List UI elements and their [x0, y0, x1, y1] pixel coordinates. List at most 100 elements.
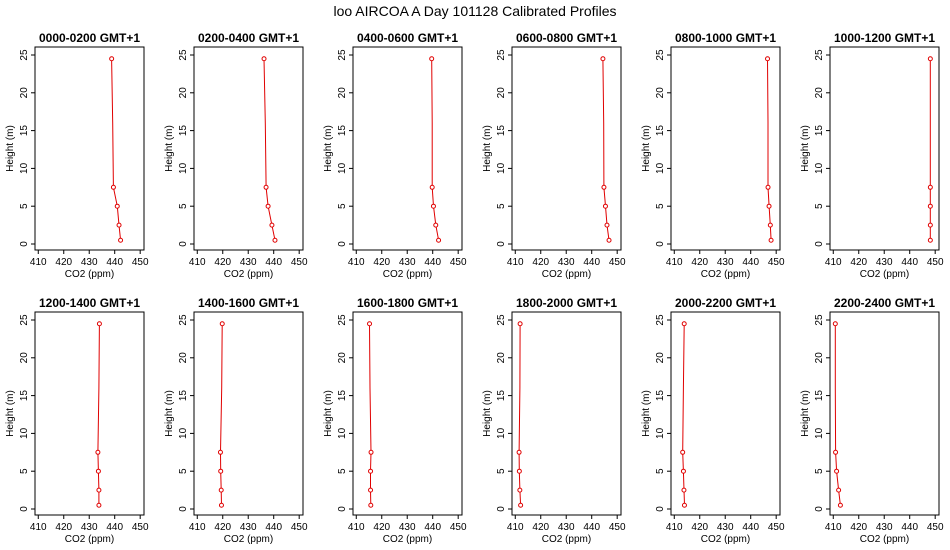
y-tick-label: 5: [655, 468, 666, 474]
panel-5: 0800-1000 GMT+1 410 420 430 440 450 CO2 (ppm) 0…: [641, 31, 785, 280]
data-point: [606, 237, 612, 243]
y-tick-label: 10: [19, 427, 30, 439]
data-point: [218, 502, 224, 508]
x-tick-label: 410: [666, 522, 683, 533]
panel-title: 2000-2200 GMT+1: [675, 296, 776, 310]
profile-line: [97, 323, 100, 506]
x-tick-label: 410: [30, 257, 47, 268]
y-tick-label: 0: [337, 241, 348, 247]
y-axis-label: Height (m): [5, 390, 16, 437]
data-point: [269, 222, 275, 228]
y-tick-label: 0: [19, 506, 30, 512]
x-tick-label: 410: [348, 522, 365, 533]
panel-title: 0200-0400 GMT+1: [198, 31, 299, 45]
panel-title: 1600-1800 GMT+1: [357, 296, 458, 310]
x-axis-label: CO2 (ppm): [542, 534, 591, 545]
x-tick-label: 430: [876, 522, 893, 533]
panel-10: 1800-2000 GMT+1 410 420 430 440 450 CO2 (ppm) 0…: [482, 296, 626, 545]
x-tick-label: 420: [214, 257, 231, 268]
x-tick-label: 430: [558, 257, 575, 268]
y-tick-label: 0: [496, 241, 507, 247]
y-tick-label: 15: [814, 125, 825, 137]
x-tick-label: 450: [450, 257, 467, 268]
x-tick-label: 440: [265, 257, 282, 268]
y-tick-label: 15: [496, 125, 507, 137]
panel-title: 1800-2000 GMT+1: [516, 296, 617, 310]
x-tick-label: 440: [742, 257, 759, 268]
x-tick-label: 420: [850, 522, 867, 533]
data-point: [681, 321, 687, 327]
y-tick-label: 15: [337, 390, 348, 402]
y-tick-label: 0: [655, 241, 666, 247]
profile-line: [431, 58, 440, 241]
y-tick-label: 5: [655, 203, 666, 209]
panel-7: 1200-1400 GMT+1 410 420 430 440 450 CO2 (ppm) 0…: [5, 296, 149, 545]
data-point: [368, 487, 374, 493]
y-tick-label: 20: [496, 352, 507, 364]
data-point: [833, 449, 839, 455]
y-tick-label: 5: [814, 468, 825, 474]
x-tick-label: 450: [609, 522, 626, 533]
y-tick-label: 10: [655, 427, 666, 439]
data-point: [836, 487, 842, 493]
data-point: [429, 184, 435, 190]
x-tick-label: 410: [825, 257, 842, 268]
data-point: [219, 321, 225, 327]
x-tick-label: 440: [424, 257, 441, 268]
x-tick-label: 410: [507, 522, 524, 533]
x-tick-label: 450: [291, 257, 308, 268]
y-tick-label: 15: [178, 125, 189, 137]
y-tick-label: 0: [655, 506, 666, 512]
y-axis-label: Height (m): [800, 390, 811, 437]
data-point: [367, 321, 373, 327]
panel-9: 1600-1800 GMT+1 410 420 430 440 450 CO2 (ppm) 0…: [323, 296, 467, 545]
y-tick-label: 10: [178, 162, 189, 174]
x-tick-label: 420: [532, 522, 549, 533]
x-tick-label: 450: [450, 522, 467, 533]
y-tick-label: 20: [178, 87, 189, 99]
profile-line: [369, 323, 372, 506]
y-tick-label: 25: [19, 49, 30, 61]
x-tick-label: 440: [901, 257, 918, 268]
y-tick-label: 10: [814, 427, 825, 439]
y-tick-label: 25: [814, 314, 825, 326]
x-tick-label: 420: [691, 257, 708, 268]
y-tick-label: 5: [337, 468, 348, 474]
y-tick-label: 0: [337, 506, 348, 512]
data-point: [765, 56, 771, 62]
x-tick-label: 450: [768, 257, 785, 268]
y-axis-label: Height (m): [5, 125, 16, 172]
x-axis-label: CO2 (ppm): [701, 269, 750, 280]
x-tick-label: 410: [666, 257, 683, 268]
panel-title: 0400-0600 GMT+1: [357, 31, 458, 45]
x-tick-label: 450: [132, 257, 149, 268]
x-axis-label: CO2 (ppm): [860, 269, 909, 280]
y-tick-label: 0: [19, 241, 30, 247]
x-axis-label: CO2 (ppm): [383, 534, 432, 545]
x-tick-label: 430: [240, 522, 257, 533]
x-axis-label: CO2 (ppm): [860, 534, 909, 545]
x-axis-label: CO2 (ppm): [542, 269, 591, 280]
y-tick-label: 20: [19, 352, 30, 364]
y-tick-label: 5: [337, 203, 348, 209]
data-point: [927, 203, 933, 209]
x-tick-label: 430: [240, 257, 257, 268]
x-tick-label: 440: [106, 522, 123, 533]
data-point: [265, 203, 271, 209]
panel-title: 1200-1400 GMT+1: [39, 296, 140, 310]
data-point: [116, 222, 122, 228]
data-point: [114, 203, 120, 209]
y-axis-label: Height (m): [323, 390, 334, 437]
x-tick-label: 410: [507, 257, 524, 268]
data-point: [261, 56, 267, 62]
panel-8: 1400-1600 GMT+1 410 420 430 440 450 CO2 (ppm) 0…: [164, 296, 308, 545]
figure-title: loo AIRCOA A Day 101128 Calibrated Profi…: [333, 3, 616, 19]
x-tick-label: 410: [348, 257, 365, 268]
data-point: [96, 321, 102, 327]
y-tick-label: 0: [496, 506, 507, 512]
data-point: [96, 487, 102, 493]
y-tick-label: 0: [178, 506, 189, 512]
x-tick-label: 450: [927, 522, 944, 533]
x-tick-label: 430: [399, 257, 416, 268]
